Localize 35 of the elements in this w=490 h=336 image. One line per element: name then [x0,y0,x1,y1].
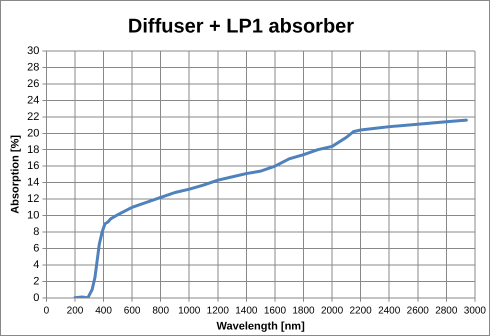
y-tick-label: 20 [27,127,40,140]
x-tick-label: 2800 [435,306,458,317]
chart-title: Diffuser + LP1 absorber [128,16,354,38]
x-tick-label: 800 [152,306,170,317]
y-tick-label: 22 [27,110,40,123]
y-tick-label: 26 [27,78,40,90]
x-tick-label: 1200 [206,306,230,317]
x-tick-label: 1000 [178,306,201,317]
y-tick-label: 2 [33,275,40,288]
y-tick-label: 0 [33,292,40,304]
x-axis-title: Wavelength [nm] [216,320,306,332]
x-tick-label: 1800 [292,306,316,317]
x-tick-label: 2600 [406,306,430,317]
y-tick-label: 28 [27,61,40,74]
y-tick-label: 10 [27,210,40,222]
x-tick-label: 3000 [464,306,486,317]
x-tick-label: 200 [66,306,84,317]
y-tick-label: 6 [33,242,40,254]
y-tick-label: 8 [33,226,40,238]
x-tick-label: 1400 [235,306,258,317]
y-tick-label: 16 [27,160,40,172]
x-tick-label: 400 [95,306,112,317]
x-tick-label: 1600 [264,306,286,317]
y-tick-label: 4 [33,258,40,271]
y-tick-label: 12 [27,193,40,206]
x-tick-label: 2400 [378,306,401,317]
y-tick-label: 24 [27,94,40,106]
y-axis-title: Absorption [%] [10,134,22,214]
y-tick-label: 14 [27,176,40,189]
x-tick-label: 600 [124,306,141,317]
y-tick-label: 30 [27,45,40,58]
x-tick-label: 0 [44,306,50,317]
x-tick-label: 2200 [350,306,372,317]
x-tick-label: 2000 [320,306,344,317]
y-tick-label: 18 [27,144,40,156]
